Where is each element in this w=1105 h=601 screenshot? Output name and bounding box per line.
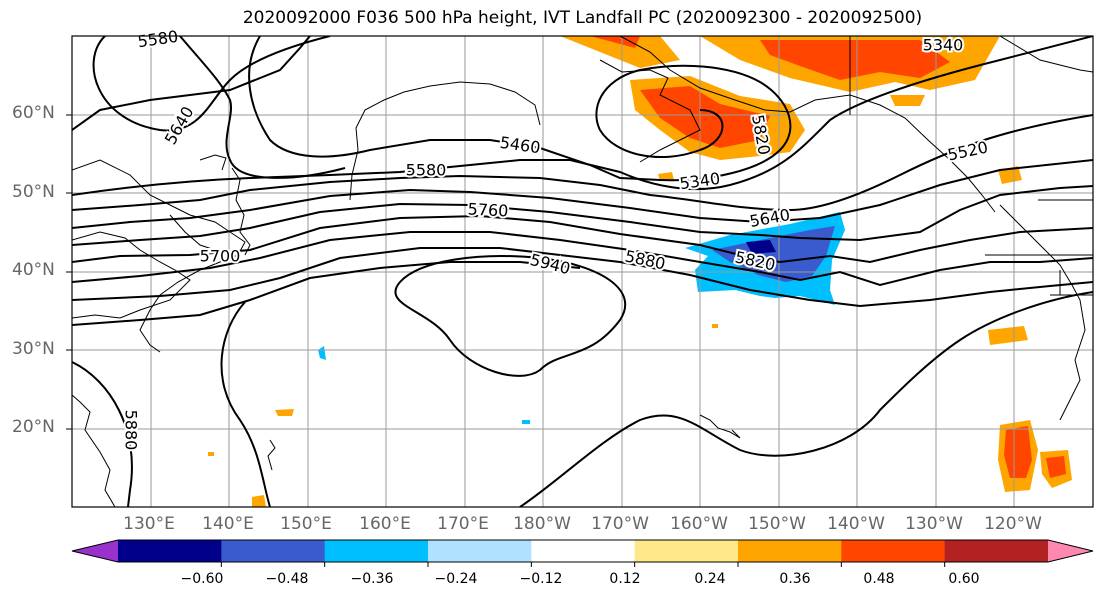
colorbar-swatch	[324, 540, 429, 562]
colorbar-tick-label: 0.12	[609, 571, 641, 587]
lon-label: 120°W	[984, 514, 1042, 534]
colorbar-tick-label: −0.60	[180, 571, 224, 587]
lon-label: 150°W	[748, 514, 806, 534]
lon-label: 140°E	[202, 514, 254, 534]
contour-label: 5580	[406, 161, 447, 180]
lon-label: 150°E	[280, 514, 332, 534]
colorbar-swatch	[118, 540, 222, 562]
lat-label: 40°N	[12, 260, 55, 280]
colorbar-tick-label: 0.60	[948, 571, 980, 587]
lon-label: 140°W	[827, 514, 885, 534]
colorbar-extension-min	[72, 540, 118, 562]
colorbar-tick-label: −0.36	[350, 571, 394, 587]
contour-label: 5700	[200, 247, 241, 266]
colorbar-tick-label: −0.12	[519, 571, 563, 587]
height-contours	[72, 36, 1093, 507]
contour-label: 5760	[467, 199, 509, 220]
colorbar-tick-label: −0.48	[265, 571, 309, 587]
lon-label: 160°E	[359, 514, 411, 534]
colorbar-tick-label: 0.24	[694, 571, 726, 587]
axis-ticks	[66, 114, 72, 430]
colorbar-swatch	[428, 540, 532, 562]
shading-positive-east	[208, 166, 1072, 507]
colorbar	[71, 539, 1094, 567]
colorbar-swatch	[841, 540, 946, 562]
lon-label: 130°W	[905, 514, 963, 534]
lon-label: 130°E	[123, 514, 175, 534]
gridlines	[72, 36, 1093, 507]
colorbar-tick-label: 0.36	[779, 571, 811, 587]
lon-label: 170°E	[437, 514, 489, 534]
shading-positive-alaska	[560, 36, 1000, 181]
colorbar-swatch	[221, 540, 326, 562]
lat-label: 30°N	[12, 339, 55, 359]
contour-label: 5880	[122, 410, 141, 451]
colorbar-extension-max	[1048, 540, 1093, 562]
map-title: 2020092000 F036 500 hPa height, IVT Land…	[242, 8, 923, 28]
lon-label: 180°W	[513, 514, 571, 534]
lon-label: 160°W	[670, 514, 728, 534]
colorbar-tick-label: −0.24	[434, 571, 478, 587]
lat-label: 50°N	[12, 182, 55, 202]
lat-label: 60°N	[12, 103, 55, 123]
contour-label: 5340	[923, 36, 964, 55]
colorbar-swatch	[634, 540, 739, 562]
colorbar-outline	[71, 539, 1094, 563]
lon-label: 170°W	[591, 514, 649, 534]
colorbar-swatch	[531, 540, 636, 562]
colorbar-swatch	[944, 540, 1049, 562]
colorbar-swatch	[738, 540, 842, 562]
colorbar-tick-label: 0.48	[863, 571, 895, 587]
lat-label: 20°N	[12, 417, 55, 437]
